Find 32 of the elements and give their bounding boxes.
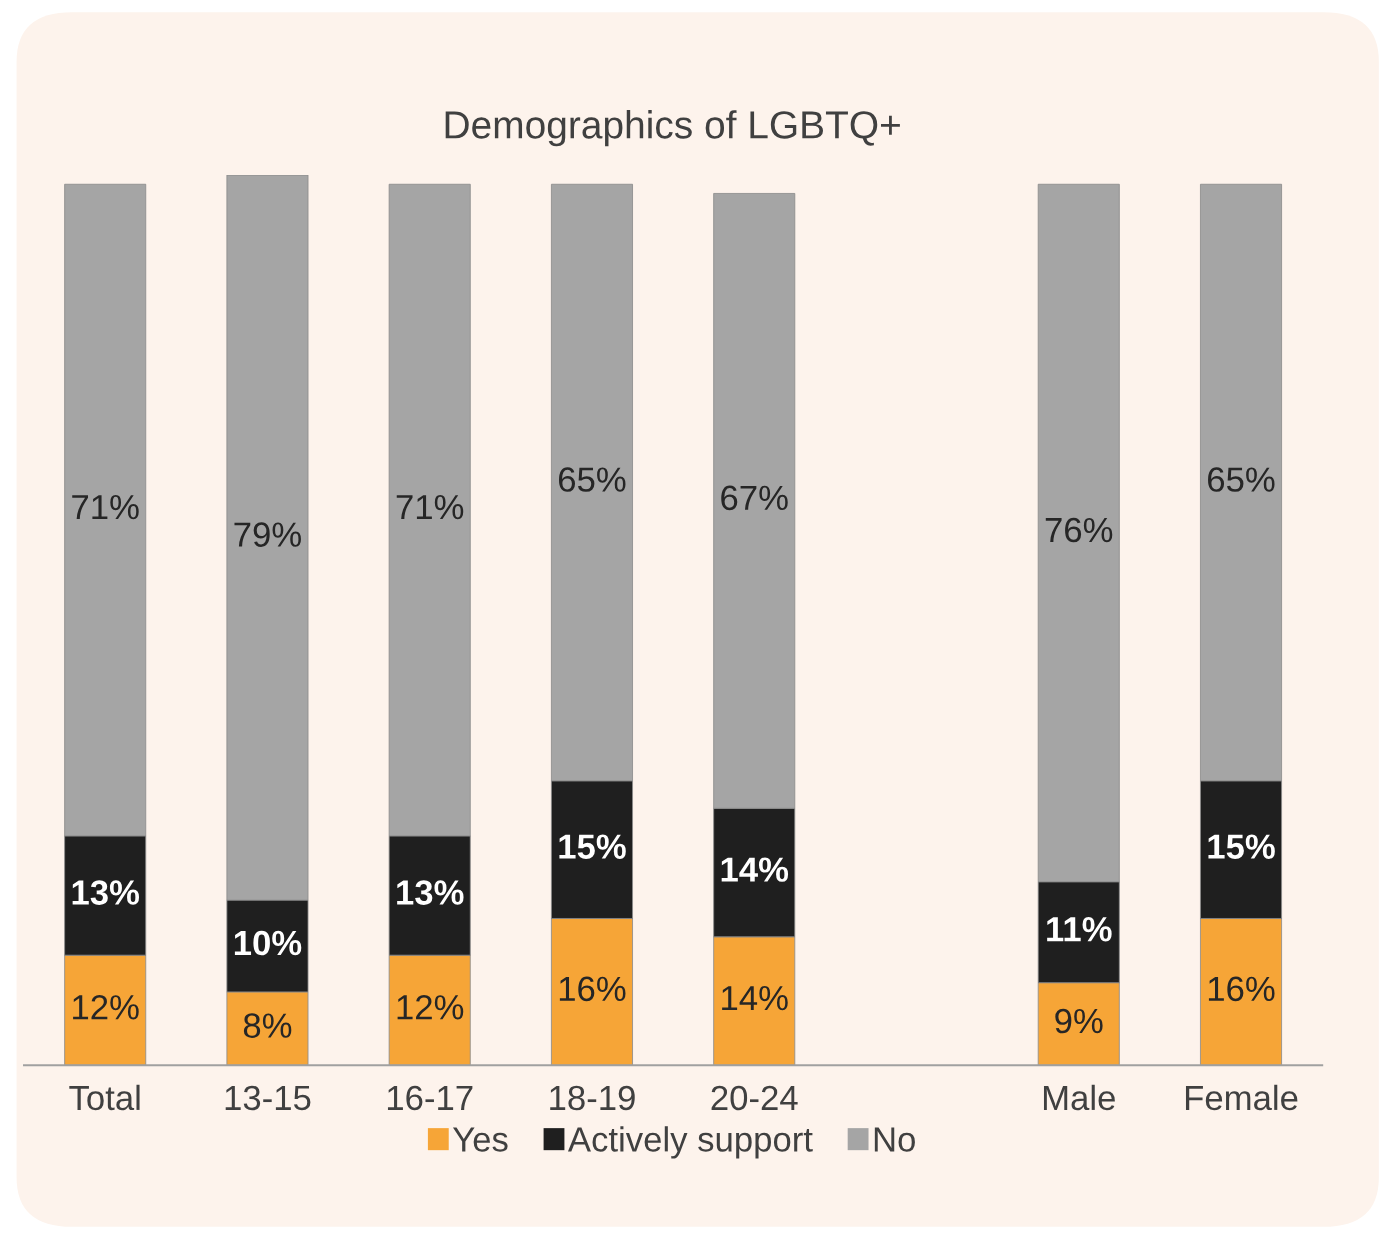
x-tick-label: Total — [69, 1084, 140, 1111]
data-label: 71% — [396, 494, 464, 520]
data-label: 14% — [721, 857, 789, 882]
data-label: 15% — [1208, 834, 1275, 859]
x-tick-label: 20-24 — [711, 1085, 798, 1111]
data-label: 16% — [1208, 976, 1275, 1002]
x-tick-label: 13-15 — [225, 1085, 311, 1111]
data-label: 16% — [559, 976, 626, 1002]
data-label: 12% — [397, 994, 464, 1020]
data-label: 13% — [72, 880, 140, 905]
data-label: 79% — [234, 522, 301, 547]
data-label: 76% — [1045, 517, 1113, 543]
data-label: 14% — [722, 985, 788, 1011]
data-label: 12% — [73, 994, 139, 1020]
x-tick-label: 16-17 — [387, 1085, 473, 1111]
data-label: 10% — [234, 930, 302, 956]
chart-title: Demographics of LGBTQ+ — [445, 110, 900, 147]
data-label: 11% — [1047, 917, 1112, 942]
data-label: 9% — [1055, 1008, 1103, 1034]
x-tick-label: 18-19 — [550, 1085, 635, 1111]
data-label: 71% — [72, 494, 139, 520]
data-label: 8% — [243, 1013, 292, 1038]
data-label: 15% — [559, 834, 626, 859]
data-label: 13% — [397, 880, 464, 905]
x-tick-label: Female — [1185, 1084, 1298, 1111]
data-label: 67% — [721, 485, 788, 511]
data-label: 65% — [558, 467, 626, 492]
legend-label: Actively support — [567, 1126, 813, 1159]
data-label: 65% — [1208, 467, 1275, 492]
x-tick-label: Male — [1043, 1084, 1115, 1111]
legend-label: No — [874, 1127, 915, 1152]
legend-label: Yes — [452, 1127, 508, 1152]
